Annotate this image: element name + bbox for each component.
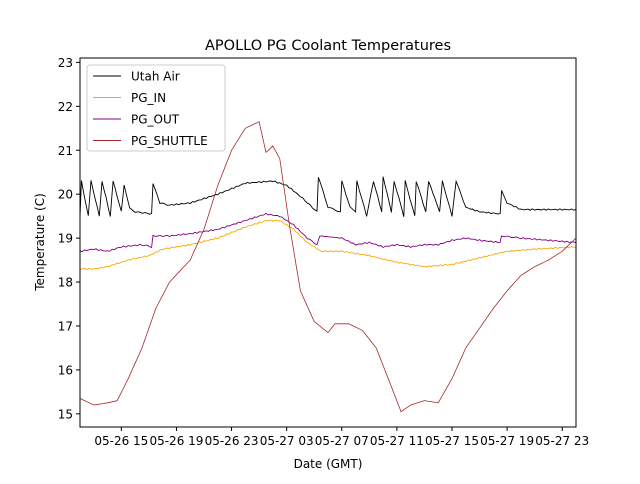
legend: Utah Air PG_IN PG_OUT PG_SHUTTLE <box>86 64 226 152</box>
x-tick-label: 05-27 19 <box>480 434 534 448</box>
series-line-pg-shuttle <box>79 121 577 413</box>
x-tick-label: 05-27 03 <box>260 434 314 448</box>
y-tick-label: 18 <box>58 276 73 290</box>
y-tick-label: 16 <box>58 363 73 377</box>
plot-area-frame <box>79 57 577 428</box>
series-layer <box>79 121 577 413</box>
y-tick-label: 15 <box>58 407 73 421</box>
y-tick-label: 23 <box>58 56 73 70</box>
series-line-pg-out <box>79 212 577 253</box>
y-tick-label: 21 <box>58 144 73 158</box>
y-axis-label: Temperature (C) <box>33 193 47 292</box>
x-axis-label: Date (GMT) <box>294 457 363 471</box>
chart-title: APOLLO PG Coolant Temperatures <box>205 38 451 54</box>
series-line-pg-in <box>79 219 577 271</box>
y-tick-label: 19 <box>58 232 73 246</box>
x-tick-label: 05-26 15 <box>94 434 148 448</box>
series-line-utah-air <box>79 176 577 217</box>
legend-label: PG_SHUTTLE <box>131 134 208 148</box>
legend-label: PG_OUT <box>131 113 180 127</box>
x-tick-label: 05-27 15 <box>425 434 479 448</box>
y-tick-label: 17 <box>58 319 73 333</box>
x-tick-label: 05-27 11 <box>370 434 424 448</box>
y-tick-label: 22 <box>58 100 73 114</box>
x-tick-label: 05-27 23 <box>535 434 589 448</box>
legend-label: PG_IN <box>131 91 166 105</box>
x-axis: 05-26 15 05-26 19 05-26 23 05-27 03 05-27 07… <box>94 427 589 448</box>
legend-label: Utah Air <box>131 70 180 84</box>
x-tick-label: 05-27 07 <box>315 434 369 448</box>
legend-frame <box>86 64 226 152</box>
y-axis: 15 16 17 18 19 20 21 22 23 <box>58 56 80 421</box>
y-tick-label: 20 <box>58 188 73 202</box>
x-tick-label: 05-26 19 <box>149 434 203 448</box>
x-tick-label: 05-26 23 <box>205 434 259 448</box>
